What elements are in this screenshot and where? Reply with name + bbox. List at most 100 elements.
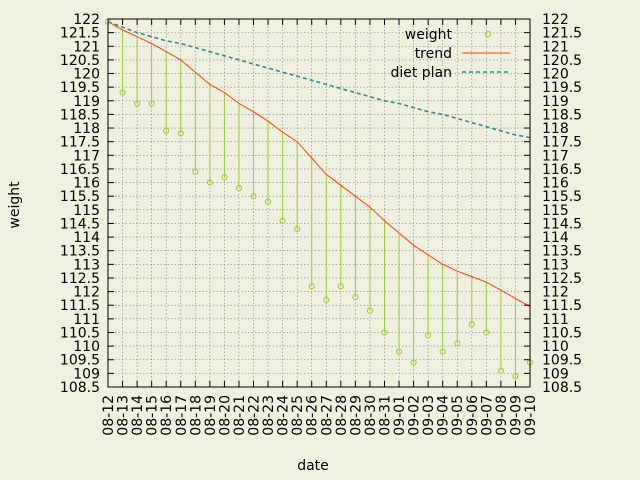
y-tick-label: 121 xyxy=(542,39,569,55)
diet-plan-line xyxy=(107,20,531,139)
weight-point xyxy=(294,225,301,232)
y-tick-label: 122 xyxy=(73,12,100,28)
legend-swatch xyxy=(484,30,492,38)
y-tick-label: 109.5 xyxy=(60,353,100,369)
weight-point xyxy=(483,329,490,336)
weight-point xyxy=(250,193,257,200)
y-tick-label: 118 xyxy=(73,121,100,137)
weight-point xyxy=(337,283,344,290)
weight-point xyxy=(454,340,461,347)
y-tick-label: 121 xyxy=(73,39,100,55)
x-tick-label: 08-28 xyxy=(334,395,350,436)
legend-label: diet plan xyxy=(390,65,452,81)
y-tick-label: 116.5 xyxy=(542,162,582,178)
x-tick-label: 09-03 xyxy=(421,395,437,436)
weight-point xyxy=(410,359,417,366)
weight-point xyxy=(366,307,374,314)
y-tick-label: 111 xyxy=(542,312,569,328)
y-tick-label: 122 xyxy=(542,12,569,28)
y-tick-label: 112 xyxy=(73,285,100,301)
y-tick-label: 114.5 xyxy=(60,216,100,232)
y-tick-label: 119 xyxy=(542,94,569,110)
y-tick-label: 114 xyxy=(73,230,100,246)
y-tick-label: 117.5 xyxy=(60,135,100,151)
y-tick-label: 118.5 xyxy=(542,107,582,123)
y-tick-label: 119 xyxy=(73,94,100,110)
x-tick-label: 09-08 xyxy=(494,395,510,436)
y-axis-label: weight xyxy=(7,181,23,229)
y-tick-label: 113.5 xyxy=(542,244,582,260)
x-tick-label: 09-09 xyxy=(508,395,524,436)
x-tick-label: 09-05 xyxy=(450,395,466,436)
x-tick-label: 08-15 xyxy=(145,395,161,436)
y-tick-label: 110.5 xyxy=(542,325,582,341)
x-axis-ticks: 08-1208-1308-1408-1508-1608-1708-1808-19… xyxy=(101,19,539,436)
weight-point xyxy=(279,217,286,224)
weight-point xyxy=(468,321,475,328)
x-tick-label: 08-22 xyxy=(247,395,263,436)
weight-point xyxy=(148,100,155,107)
x-tick-label: 08-19 xyxy=(203,395,219,436)
y-tick-label: 121.5 xyxy=(60,26,100,42)
x-tick-label: 08-23 xyxy=(261,395,277,436)
y-tick-label: 115 xyxy=(73,203,100,219)
weight-point xyxy=(425,332,432,339)
y-tick-label: 109.5 xyxy=(542,353,582,369)
y-tick-label: 114.5 xyxy=(542,216,582,232)
weight-point xyxy=(235,184,243,192)
y-tick-label: 113.5 xyxy=(60,244,100,260)
y-tick-label: 111.5 xyxy=(60,298,100,314)
y-tick-label: 119.5 xyxy=(542,80,582,96)
y-tick-label: 111.5 xyxy=(542,298,582,314)
y-tick-label: 120 xyxy=(73,67,100,83)
y-tick-label: 117 xyxy=(73,148,100,164)
y-tick-label: 116 xyxy=(542,176,569,192)
x-tick-label: 08-26 xyxy=(305,395,321,436)
y-tick-label: 110.5 xyxy=(60,325,100,341)
y-tick-label: 118 xyxy=(542,121,569,137)
x-axis-label: date xyxy=(297,458,329,474)
y-tick-label: 116 xyxy=(73,176,100,192)
y-tick-label: 112.5 xyxy=(542,271,582,287)
legend: weight trend diet plan xyxy=(390,27,510,81)
x-tick-label: 09-10 xyxy=(523,395,539,436)
x-tick-label: 08-14 xyxy=(130,395,146,436)
x-tick-label: 08-16 xyxy=(159,395,175,436)
y-tick-label: 109 xyxy=(542,366,569,382)
weight-point xyxy=(163,127,170,134)
x-tick-label: 08-17 xyxy=(174,395,190,436)
x-tick-label: 08-29 xyxy=(348,395,364,436)
y-tick-label: 121.5 xyxy=(542,26,582,42)
x-tick-label: 09-01 xyxy=(392,395,408,436)
weight-point xyxy=(512,372,519,380)
y-tick-label: 120.5 xyxy=(60,53,100,69)
weight-point xyxy=(395,348,403,355)
x-tick-label: 08-30 xyxy=(363,395,379,436)
y-tick-label: 120 xyxy=(542,67,569,83)
x-tick-label: 08-20 xyxy=(217,395,233,436)
x-tick-label: 08-24 xyxy=(276,395,292,436)
x-tick-label: 09-04 xyxy=(436,395,452,436)
legend-label: weight xyxy=(405,27,453,43)
weight-point xyxy=(308,283,315,290)
y-tick-label: 109 xyxy=(73,366,100,382)
y-tick-label: 108.5 xyxy=(542,380,582,396)
y-tick-label: 115.5 xyxy=(542,189,582,205)
y-tick-label: 113 xyxy=(73,257,100,273)
weight-point xyxy=(439,348,446,355)
y-tick-label: 112.5 xyxy=(60,271,100,287)
x-tick-label: 08-13 xyxy=(116,395,132,436)
x-tick-label: 09-06 xyxy=(465,395,481,436)
y-tick-label: 115.5 xyxy=(60,189,100,205)
weight-point xyxy=(119,89,126,96)
y-tick-label: 111 xyxy=(73,312,100,328)
weight-point xyxy=(206,179,213,186)
weight-point xyxy=(352,293,359,301)
y-tick-label: 112 xyxy=(542,285,569,301)
weight-point xyxy=(381,329,388,336)
x-tick-label: 08-31 xyxy=(377,395,393,436)
x-tick-label: 08-25 xyxy=(290,395,306,436)
x-tick-label: 08-18 xyxy=(188,395,204,436)
weight-point xyxy=(264,198,272,205)
